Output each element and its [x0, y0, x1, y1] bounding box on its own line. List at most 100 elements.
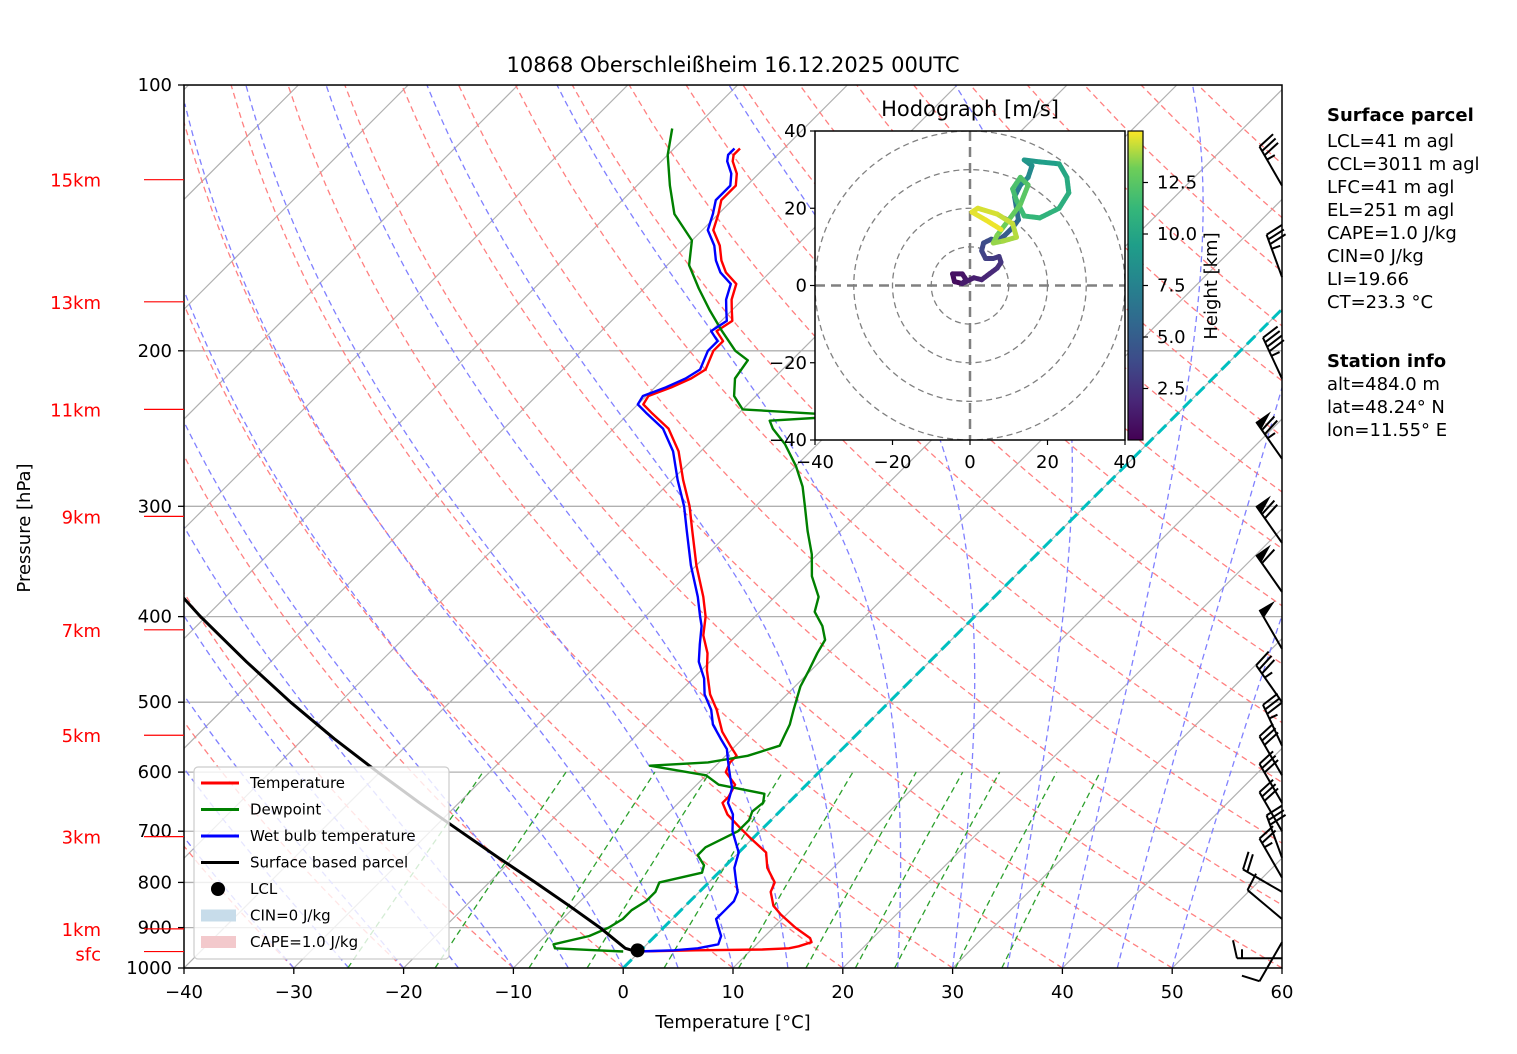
y-tick-label: 800 — [138, 872, 172, 893]
hodograph-x-tick-label: 0 — [964, 452, 975, 473]
station-info-line: lat=48.24° N — [1327, 397, 1445, 418]
legend-label: CAPE=1.0 J/kg — [250, 933, 358, 951]
station-info-title: Station info — [1327, 351, 1446, 372]
barb-full — [1266, 701, 1283, 715]
wind-barb — [1255, 544, 1283, 593]
surface-parcel-line: LCL=41 m agl — [1327, 131, 1454, 152]
barb-half — [1271, 244, 1281, 250]
barb-full — [1264, 330, 1281, 344]
moist-adiabat — [954, 85, 1073, 968]
hodograph-segment — [1056, 161, 1070, 180]
moist-adiabat — [184, 103, 679, 968]
hodograph-segment — [1037, 159, 1062, 167]
mixing-ratio-line — [954, 771, 1058, 968]
barb-full — [1263, 787, 1279, 802]
wind-barb — [1242, 851, 1283, 893]
legend-label: Wet bulb temperature — [250, 827, 416, 845]
mixing-ratio-line — [663, 771, 784, 968]
dry-adiabat — [230, 85, 953, 968]
dry-adiabat — [287, 85, 1063, 968]
barb-full — [1258, 750, 1274, 765]
dry-adiabat — [514, 85, 1282, 844]
legend-label: LCL — [250, 880, 278, 898]
chart-title: 10868 Oberschleißheim 16.12.2025 00UTC — [507, 53, 960, 77]
barb-full — [1263, 731, 1279, 746]
height-label: 11km — [50, 400, 101, 421]
mixing-ratio-line — [1001, 771, 1101, 968]
height-label: 3km — [62, 828, 101, 849]
barb-staff — [1258, 763, 1283, 804]
wind-barb — [1255, 495, 1283, 544]
y-axis: 100 200 300 400 500 600 700 800 900 1000 — [126, 75, 184, 979]
hodograph-x-tick-label: −40 — [796, 452, 834, 473]
hodograph-segment — [983, 217, 1004, 232]
y-tick-label: 900 — [138, 918, 172, 939]
wind-barb — [1258, 825, 1283, 879]
surface-parcel-line: LFC=41 m agl — [1327, 177, 1454, 198]
dewpoint-line — [552, 128, 827, 953]
wind-barb — [1258, 750, 1283, 804]
barb-staff — [1258, 941, 1283, 982]
x-tick-label: 20 — [831, 982, 854, 1003]
x-tick-label: 30 — [941, 982, 964, 1003]
hodograph-title: Hodograph [m/s] — [881, 97, 1059, 121]
x-tick-label: 50 — [1161, 982, 1184, 1003]
moist-adiabat — [1061, 85, 1204, 968]
barb-full — [1258, 723, 1274, 738]
barb-full — [1269, 233, 1287, 245]
barb-staff — [1255, 554, 1283, 593]
legend-label: Temperature — [249, 774, 345, 792]
x-tick-label: −40 — [165, 982, 203, 1003]
mixing-ratio-line — [738, 771, 854, 968]
hodograph-x-tick-label: 20 — [1036, 452, 1059, 473]
barb-half — [1271, 351, 1281, 357]
moist-adiabat — [325, 85, 789, 968]
barb-full — [1263, 759, 1279, 774]
hodograph-segment — [1064, 174, 1072, 196]
dry-adiabat — [184, 454, 624, 968]
surface-parcel-line: LI=19.66 — [1327, 269, 1409, 290]
barb-full — [1262, 325, 1279, 339]
wind-barb — [1232, 940, 1282, 960]
y-tick-label: 100 — [138, 75, 172, 96]
barb-half — [1266, 154, 1276, 161]
moist-adiabat — [426, 85, 844, 968]
barb-staff — [1255, 664, 1283, 703]
y-tick-label: 600 — [138, 762, 172, 783]
mixing-ratio-line — [805, 771, 917, 968]
hodograph-segment — [1021, 213, 1043, 221]
barb-staff — [1258, 735, 1283, 776]
dry-adiabat — [344, 85, 1173, 968]
barb-full — [1262, 692, 1279, 706]
dry-adiabat — [856, 85, 1282, 493]
barb-staff — [1262, 337, 1283, 379]
barb-flag — [1256, 544, 1271, 563]
wind-barb — [1265, 804, 1287, 859]
dry-adiabat — [458, 85, 1282, 906]
moist-adiabat — [184, 525, 514, 968]
barb-full — [1246, 854, 1254, 873]
barb-full — [1266, 223, 1283, 236]
y-tick-label: 500 — [138, 692, 172, 713]
height-label: 15km — [50, 171, 101, 192]
x-axis-label: Temperature [°C] — [654, 1012, 810, 1033]
wind-barb — [1241, 941, 1283, 983]
freezing-isotherm — [622, 307, 1282, 968]
legend-label: Dewpoint — [250, 801, 321, 819]
barb-full — [1258, 133, 1274, 148]
colorbar-label: Height [km] — [1201, 232, 1222, 339]
moist-adiabat — [728, 85, 976, 968]
barb-full — [1264, 697, 1281, 711]
legend-swatch — [201, 909, 236, 922]
height-label: 5km — [62, 726, 101, 747]
barb-flag — [1259, 600, 1276, 618]
hodograph-y-tick-label: −40 — [769, 430, 807, 451]
colorbar-tick-label: 12.5 — [1157, 173, 1197, 194]
x-tick-label: −20 — [385, 982, 423, 1003]
colorbar — [1127, 130, 1144, 441]
x-axis: −40 −30 −20 −10 0 10 20 30 40 50 60 — [165, 968, 1293, 1003]
barb-flag — [1256, 495, 1271, 514]
moist-adiabat — [1171, 613, 1282, 968]
barb-full — [1242, 851, 1250, 870]
